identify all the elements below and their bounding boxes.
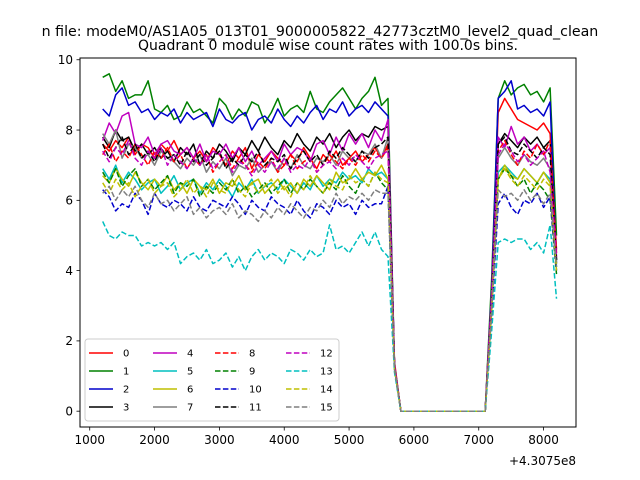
legend-label-3: 3 bbox=[123, 403, 129, 414]
x-tick-label: 8000 bbox=[528, 433, 559, 447]
x-tick-label: 3000 bbox=[204, 433, 235, 447]
legend-frame bbox=[84, 338, 340, 422]
y-tick-label: 6 bbox=[65, 194, 73, 208]
x-tick-label: 1000 bbox=[74, 433, 105, 447]
series-line-15 bbox=[102, 185, 558, 412]
series-layer bbox=[101, 73, 558, 412]
x-offset-label: +4.3075e8 bbox=[509, 454, 576, 468]
x-tick-label: 7000 bbox=[463, 433, 494, 447]
x-tick-label: 6000 bbox=[399, 433, 430, 447]
x-axis: 1000 2000 3000 4000 5000 6000 7000 8000 bbox=[74, 427, 559, 447]
legend-label-0: 0 bbox=[123, 349, 129, 360]
x-tick-label: 2000 bbox=[139, 433, 170, 447]
legend-label-4: 4 bbox=[187, 349, 193, 360]
series-line-8 bbox=[102, 139, 558, 412]
legend-label-5: 5 bbox=[187, 367, 193, 378]
series-line-12 bbox=[102, 139, 558, 412]
y-tick-label: 2 bbox=[65, 334, 73, 348]
legend-label-6: 6 bbox=[187, 385, 193, 396]
legend-label-2: 2 bbox=[123, 385, 129, 396]
legend-label-10: 10 bbox=[249, 385, 262, 396]
legend-label-11: 11 bbox=[249, 403, 262, 414]
x-tick-label: 5000 bbox=[334, 433, 365, 447]
legend-label-9: 9 bbox=[249, 367, 255, 378]
y-tick-label: 4 bbox=[65, 264, 73, 278]
legend-label-8: 8 bbox=[249, 349, 255, 360]
legend-label-15: 15 bbox=[320, 403, 333, 414]
y-tick-label: 10 bbox=[58, 53, 73, 67]
legend-label-7: 7 bbox=[187, 403, 193, 414]
y-tick-label: 0 bbox=[65, 404, 73, 418]
figure-suptitle: n file: modeM0/AS1A05_013T01_9000005822_… bbox=[42, 24, 599, 40]
chart-title: Quadrant 0 module wise count rates with … bbox=[138, 38, 518, 54]
legend-label-1: 1 bbox=[123, 367, 129, 378]
legend-label-12: 12 bbox=[320, 349, 333, 360]
y-tick-label: 8 bbox=[65, 123, 73, 137]
plot-frame bbox=[79, 57, 577, 428]
x-tick-label: 4000 bbox=[269, 433, 300, 447]
y-axis: 0 2 4 6 8 10 bbox=[58, 53, 80, 418]
legend-label-14: 14 bbox=[320, 385, 333, 396]
legend-label-13: 13 bbox=[320, 367, 333, 378]
